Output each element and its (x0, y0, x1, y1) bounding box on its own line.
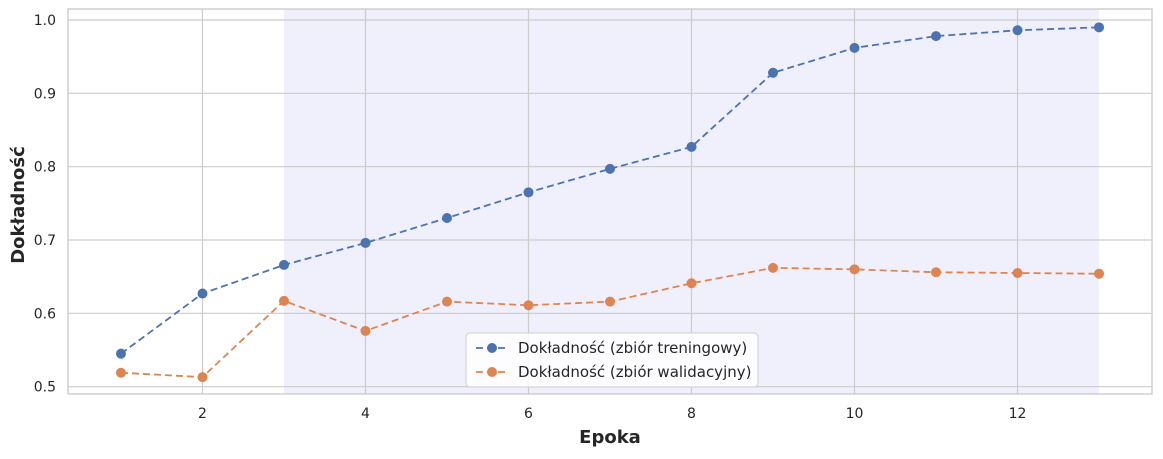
legend-box (465, 332, 759, 388)
data-point (360, 325, 371, 336)
data-point (931, 31, 942, 42)
data-point (441, 296, 452, 307)
data-point (849, 42, 860, 53)
data-point (278, 259, 289, 270)
y-tick-label: 0.9 (34, 86, 56, 102)
legend-label: Dokładność (zbiór treningowy) (518, 339, 747, 357)
data-point (360, 237, 371, 248)
data-point (768, 67, 779, 78)
x-axis-title: Epoka (579, 427, 641, 448)
y-axis-title: Dokładność (8, 146, 29, 264)
data-point (1012, 268, 1023, 278)
data-point (441, 213, 452, 223)
data-point (1094, 22, 1105, 33)
data-point (686, 278, 697, 289)
series-layer (115, 22, 1105, 383)
data-point (1094, 268, 1105, 279)
y-tick-label: 0.5 (34, 380, 56, 396)
y-tick-label: 0.6 (34, 306, 56, 322)
y-tick-label: 1.0 (34, 13, 56, 29)
data-point (523, 187, 534, 198)
legend: Dokładność (zbiór treningowy) Dokładność … (465, 332, 759, 388)
data-point (197, 288, 208, 299)
legend-marker-swatch (487, 343, 497, 353)
plot-frame-layer (67, 8, 1153, 395)
x-tick-label: 2 (198, 406, 207, 422)
legend-marker-swatch (487, 367, 497, 377)
data-point (849, 264, 860, 275)
data-point (931, 267, 942, 278)
data-point (278, 295, 289, 306)
x-tick-label: 4 (361, 406, 370, 422)
x-tick-label: 10 (846, 406, 864, 422)
legend-label: Dokładność (zbiór walidacyjny) (518, 363, 751, 381)
data-point (768, 262, 779, 273)
data-point (115, 348, 126, 359)
x-tick-label: 6 (524, 406, 533, 422)
data-point (605, 163, 615, 174)
x-tick-label: 8 (687, 406, 696, 422)
plot-frame (67, 8, 1153, 395)
data-point (686, 141, 697, 152)
data-point (197, 372, 208, 383)
data-point (605, 296, 615, 307)
data-point (1012, 25, 1023, 36)
data-point (115, 367, 126, 378)
y-tick-label: 0.8 (34, 160, 56, 176)
tick-label-layer: 2 4 6 8 10 12 0.5 0.6 0.7 0.8 0.9 1.0 (34, 13, 1027, 422)
y-tick-label: 0.7 (34, 233, 56, 249)
data-point (523, 300, 534, 311)
x-tick-label: 12 (1009, 406, 1027, 422)
